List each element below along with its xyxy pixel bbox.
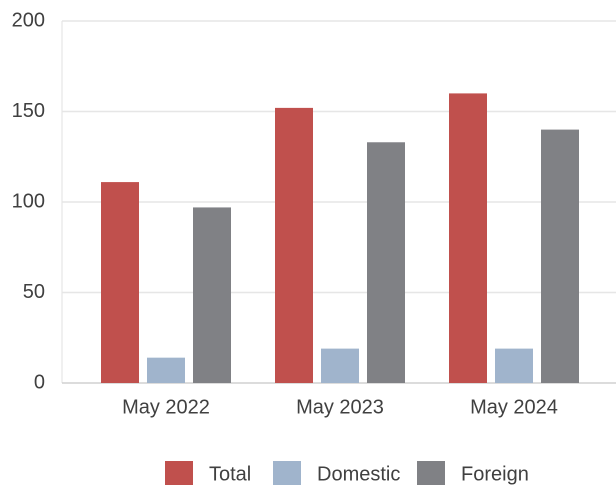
legend-label: Total bbox=[209, 463, 251, 485]
bar bbox=[193, 207, 231, 383]
bar bbox=[367, 142, 405, 383]
x-tick-label: May 2024 bbox=[470, 396, 558, 418]
bar bbox=[495, 348, 533, 383]
bar bbox=[541, 129, 579, 383]
legend-label: Domestic bbox=[317, 463, 400, 485]
y-tick-label: 100 bbox=[12, 190, 45, 212]
y-tick-label: 50 bbox=[23, 281, 45, 303]
bar bbox=[449, 93, 487, 384]
bar bbox=[321, 348, 359, 383]
legend-label: Foreign bbox=[461, 463, 529, 485]
legend-swatch bbox=[417, 461, 445, 485]
bar bbox=[147, 357, 185, 383]
x-tick-label: May 2023 bbox=[296, 396, 384, 418]
bar bbox=[101, 182, 139, 383]
y-tick-label: 150 bbox=[12, 100, 45, 122]
legend-swatch bbox=[273, 461, 301, 485]
x-tick-label: May 2022 bbox=[122, 396, 210, 418]
y-tick-label: 200 bbox=[12, 9, 45, 31]
y-tick-label: 0 bbox=[34, 371, 45, 393]
legend-swatch bbox=[165, 461, 193, 485]
bar bbox=[275, 107, 313, 383]
